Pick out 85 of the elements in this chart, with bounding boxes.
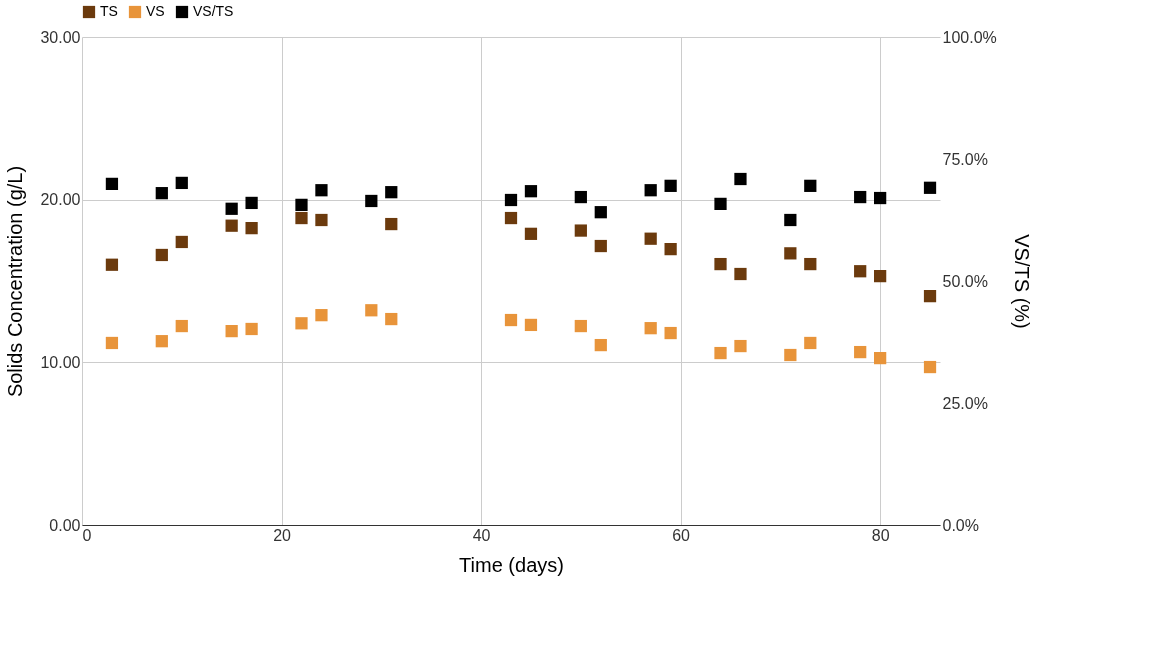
point <box>225 219 238 232</box>
point <box>734 172 747 186</box>
y2-tick-label: 25.0% <box>942 394 988 412</box>
point <box>804 336 817 350</box>
y2-axis-title: VS/TS (%) <box>1010 234 1033 329</box>
point <box>854 265 867 278</box>
point <box>105 258 119 271</box>
point <box>225 324 238 338</box>
y-tick-label: 20.00 <box>40 191 81 209</box>
point <box>105 336 119 350</box>
point <box>664 179 677 192</box>
point <box>245 222 258 235</box>
point <box>225 202 238 215</box>
x-tick-label: 80 <box>871 526 890 544</box>
point <box>524 185 538 198</box>
point <box>295 198 308 211</box>
y-tick-label: 10.00 <box>40 353 81 371</box>
point <box>385 186 398 199</box>
point <box>784 213 797 227</box>
x-tick-label: 20 <box>273 526 292 544</box>
point <box>664 242 677 256</box>
point <box>923 360 937 374</box>
point <box>365 194 378 208</box>
point <box>784 247 797 260</box>
point <box>295 317 308 330</box>
point <box>644 322 657 335</box>
point <box>664 326 677 340</box>
point <box>155 335 168 348</box>
point <box>315 213 328 227</box>
point <box>594 338 607 352</box>
point <box>175 176 188 190</box>
point <box>594 239 607 253</box>
point <box>245 196 258 210</box>
point <box>295 211 308 225</box>
y-axis-title: Solids Concentration (g/L) <box>4 165 27 398</box>
point <box>385 312 398 326</box>
point <box>804 179 817 192</box>
point <box>574 224 587 237</box>
point <box>365 304 378 317</box>
point <box>874 191 887 205</box>
point <box>504 313 518 327</box>
point <box>105 177 119 191</box>
point <box>315 309 328 322</box>
point <box>245 322 258 336</box>
y2-tick-label: 0.0% <box>942 516 979 534</box>
point <box>644 232 657 245</box>
point <box>175 319 188 333</box>
point <box>155 187 168 200</box>
point <box>315 184 328 197</box>
point <box>714 257 727 271</box>
point <box>155 248 168 262</box>
point <box>854 190 867 204</box>
x-tick-label: 60 <box>672 526 691 544</box>
y2-tick-label: 50.0% <box>942 272 988 290</box>
x-axis-title: Time (days) <box>459 553 564 576</box>
legend-label: VS/TS <box>193 3 234 19</box>
point <box>714 197 727 211</box>
point <box>784 348 797 362</box>
point <box>524 227 538 240</box>
point <box>504 193 518 207</box>
y-tick-label: 0.00 <box>49 516 81 534</box>
y-tick-label: 30.00 <box>40 28 81 46</box>
point <box>734 267 747 281</box>
point <box>385 217 398 231</box>
x-tick-label: 40 <box>472 526 491 544</box>
y2-tick-label: 75.0% <box>942 150 988 168</box>
legend-label: TS <box>100 3 118 19</box>
point <box>734 339 747 353</box>
point <box>574 190 587 204</box>
point <box>714 346 727 360</box>
point <box>804 257 817 271</box>
point <box>175 235 188 249</box>
y2-tick-label: 100.0% <box>942 28 997 46</box>
point <box>874 351 887 365</box>
point <box>644 184 657 197</box>
point <box>923 290 937 303</box>
legend-label: VS <box>146 3 165 19</box>
point <box>854 345 867 359</box>
point <box>923 181 937 194</box>
point <box>594 206 607 219</box>
point <box>504 211 518 225</box>
point <box>524 318 538 332</box>
point <box>874 270 887 283</box>
point <box>574 319 587 333</box>
x-tick-label: 0 <box>82 526 92 544</box>
